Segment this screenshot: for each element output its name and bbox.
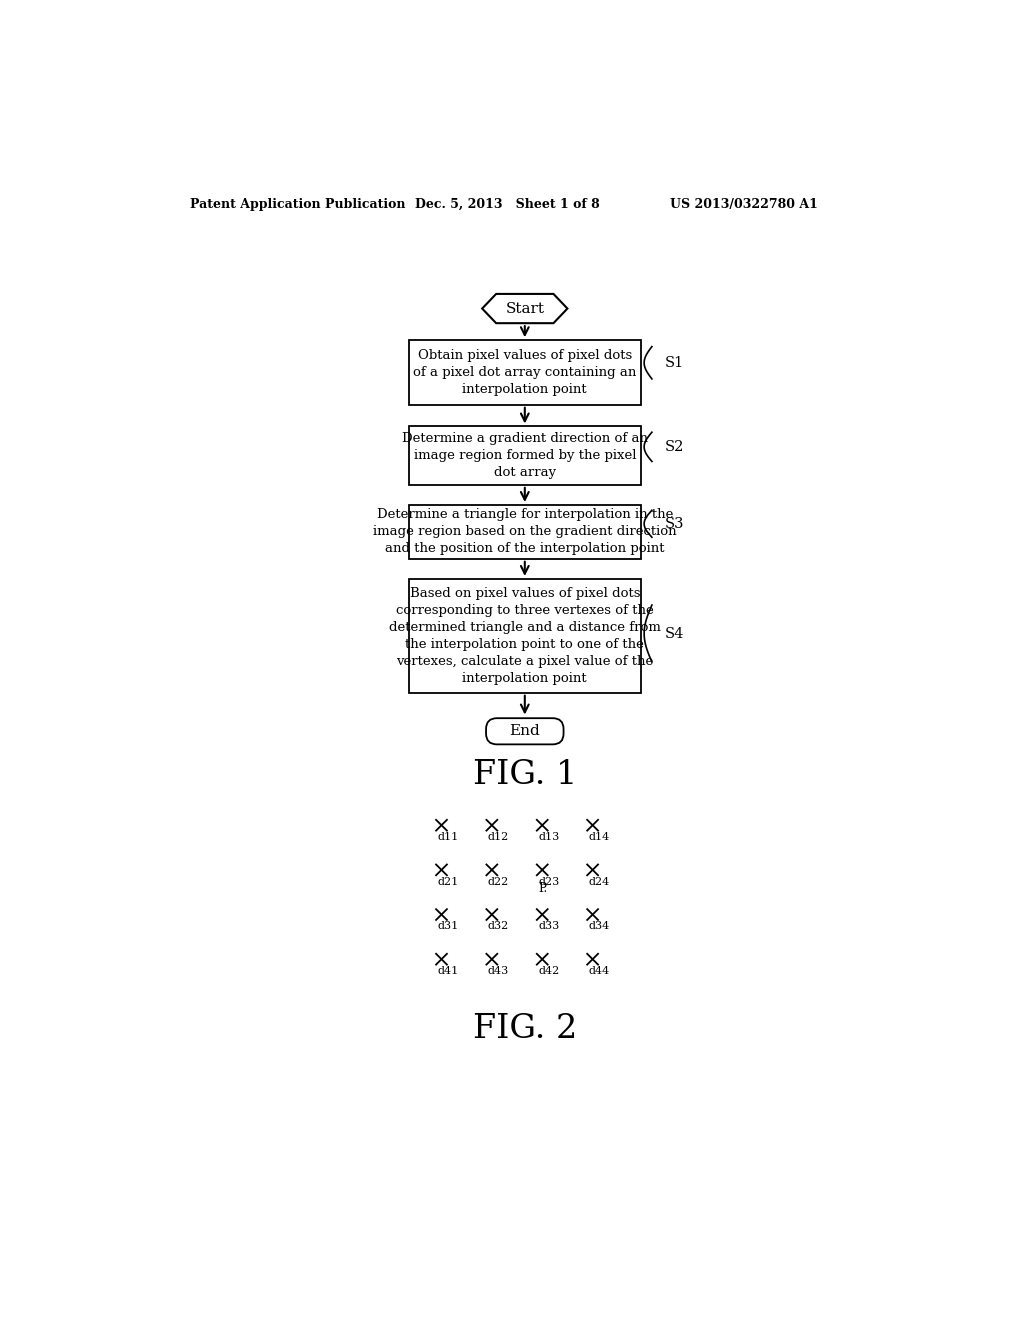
Text: d32: d32 (488, 921, 509, 932)
Text: S3: S3 (665, 516, 684, 531)
Text: d22: d22 (488, 876, 509, 887)
Text: Determine a triangle for interpolation in the
image region based on the gradient: Determine a triangle for interpolation i… (373, 508, 677, 556)
Text: S1: S1 (665, 356, 684, 370)
Text: d13: d13 (539, 832, 559, 842)
FancyBboxPatch shape (486, 718, 563, 744)
Text: d14: d14 (589, 832, 610, 842)
Text: d11: d11 (437, 832, 459, 842)
Text: d42: d42 (539, 966, 559, 975)
Text: End: End (509, 725, 541, 738)
FancyBboxPatch shape (409, 426, 641, 484)
Text: d34: d34 (589, 921, 610, 932)
FancyBboxPatch shape (409, 579, 641, 693)
Polygon shape (482, 294, 567, 323)
Text: d44: d44 (589, 966, 610, 975)
Text: FIG. 2: FIG. 2 (473, 1012, 577, 1044)
Text: US 2013/0322780 A1: US 2013/0322780 A1 (671, 198, 818, 211)
FancyBboxPatch shape (409, 341, 641, 405)
Text: S4: S4 (665, 627, 684, 640)
Text: FIG. 1: FIG. 1 (473, 759, 577, 791)
Text: Start: Start (505, 301, 545, 315)
Text: d43: d43 (488, 966, 509, 975)
Text: d21: d21 (437, 876, 459, 887)
Text: P.: P. (539, 882, 548, 895)
Text: d31: d31 (437, 921, 459, 932)
Text: d41: d41 (437, 966, 459, 975)
Text: Patent Application Publication: Patent Application Publication (190, 198, 406, 211)
Text: d24: d24 (589, 876, 610, 887)
Text: d12: d12 (488, 832, 509, 842)
Text: Based on pixel values of pixel dots
corresponding to three vertexes of the
deter: Based on pixel values of pixel dots corr… (389, 587, 660, 685)
Text: S2: S2 (665, 440, 684, 454)
Text: d33: d33 (539, 921, 559, 932)
Text: Determine a gradient direction of an
image region formed by the pixel
dot array: Determine a gradient direction of an ima… (401, 432, 648, 479)
Text: d23: d23 (539, 876, 559, 887)
Text: Obtain pixel values of pixel dots
of a pixel dot array containing an
interpolati: Obtain pixel values of pixel dots of a p… (413, 348, 637, 396)
Text: Dec. 5, 2013   Sheet 1 of 8: Dec. 5, 2013 Sheet 1 of 8 (415, 198, 599, 211)
FancyBboxPatch shape (409, 506, 641, 558)
